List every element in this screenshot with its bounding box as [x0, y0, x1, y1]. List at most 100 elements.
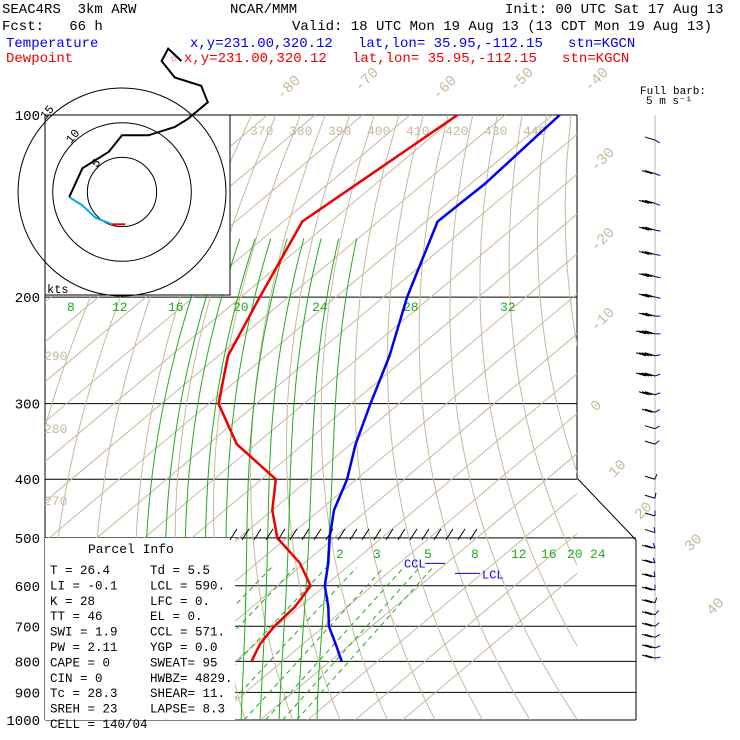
barb-flag [641, 170, 653, 175]
wind-barb [638, 312, 661, 317]
isotherm-line [45, 115, 458, 463]
isotherm-label: 10 [606, 457, 631, 482]
barb-flag [641, 330, 653, 335]
barb-flag [641, 644, 653, 649]
dry-adiabat [45, 115, 179, 429]
barb-flag [644, 273, 656, 278]
barb-staff [654, 276, 661, 279]
hatch-mark [325, 528, 334, 541]
isotherm-label: -80 [274, 72, 305, 103]
barb-flag [635, 330, 647, 335]
wind-barb [641, 170, 661, 176]
barb-flag [641, 226, 653, 231]
hatch-mark [421, 528, 430, 541]
theta-left-label: 290 [44, 349, 67, 364]
dry-adiabat [449, 115, 577, 720]
barb-staff [654, 296, 661, 299]
barb-flag [638, 250, 650, 255]
barb-flag [641, 599, 653, 604]
dry-adiabat [619, 115, 740, 720]
annotations: LCL CCL [229, 528, 504, 582]
barb-staff [653, 571, 656, 577]
barb-flag [644, 654, 656, 659]
barb-flag [644, 494, 656, 499]
wind-barb [638, 226, 661, 232]
isotherm-line [164, 373, 577, 720]
wind-barb [641, 408, 661, 413]
wind-barb [644, 440, 660, 445]
wind-barb [641, 644, 661, 649]
mixing-ratio-bottom-label: 24 [590, 547, 606, 562]
mixing-ratio-line [243, 567, 384, 720]
pressure-tick-900: 900 [15, 686, 40, 702]
barb-flag [641, 199, 653, 204]
barb-flag [635, 352, 647, 357]
barb-flag [644, 136, 656, 141]
barb-flag [644, 512, 656, 517]
barb-flag [644, 633, 656, 638]
temperature-legend: Temperature [6, 36, 99, 52]
hatch-mark [397, 528, 406, 541]
barb-staff [654, 202, 661, 206]
barb-flag [638, 293, 650, 298]
dry-adiabat [250, 115, 326, 720]
lcl-label: LCL [482, 568, 504, 582]
barb-flag [638, 391, 650, 396]
isotherm-line [354, 532, 577, 720]
wind-barb [635, 372, 661, 377]
wind-barb [644, 425, 661, 430]
hatch-mark [349, 528, 358, 541]
dry-adiabat [719, 115, 740, 720]
wind-barb [644, 510, 656, 517]
parcel-row-left: SWI = 1.9 [50, 626, 118, 640]
barb-flag [644, 611, 656, 616]
barb-label-2: 5 m s⁻¹ [646, 96, 692, 108]
barb-staff [654, 373, 661, 377]
barb-flag [641, 611, 653, 616]
isotherm-label: -30 [588, 144, 619, 175]
barb-staff [654, 656, 661, 659]
dewpoint-legend: Dewpoint [6, 51, 74, 67]
isotherm-label: 40 [704, 595, 729, 620]
barb-label-1: Full barb: [640, 86, 706, 98]
barb-flag [641, 633, 653, 638]
barb-staff [654, 253, 661, 256]
parcel-row-right: SHEAR= 11. [150, 687, 225, 701]
parcel-info-box: Parcel Info T = 26.4 Td = 5.5 LI = -0.1 LCL … [45, 538, 235, 732]
barb-flag [635, 372, 647, 377]
barb-flag [644, 199, 656, 204]
wind-barb [641, 633, 661, 638]
mixing-ratio-top-label: 16 [168, 300, 184, 315]
barb-staff [654, 440, 660, 445]
wind-barb [638, 391, 661, 396]
wind-barb [641, 610, 659, 616]
barb-flag [641, 544, 653, 549]
hatch-mark [385, 528, 394, 541]
hatch-mark [373, 528, 382, 541]
hatch-mark [229, 528, 238, 541]
barb-staff [654, 425, 661, 430]
isotherm-label: 30 [682, 531, 707, 556]
barb-staff [654, 634, 661, 638]
dry-adiabat [286, 115, 351, 720]
barb-flag [644, 226, 656, 231]
frame-right-lower [576, 477, 637, 720]
dry-adiabat [536, 115, 577, 474]
parcel-row-right: EL = 0. [150, 610, 203, 624]
barb-flag [644, 330, 656, 335]
hatch-mark [409, 528, 418, 541]
wind-barb [641, 654, 661, 659]
parcel-row-left: K = 28 [50, 595, 95, 609]
isotherm-line [45, 133, 577, 583]
isotherm-line [45, 115, 506, 503]
barb-flag [641, 352, 653, 357]
barb-flag [644, 372, 656, 377]
dry-adiabat [669, 115, 740, 720]
parcel-row-right: LAPSE= 8.3 [150, 703, 225, 717]
barb-flag [641, 559, 653, 564]
hatch-mark [241, 528, 250, 541]
mixing-ratio-top-label: 24 [312, 300, 328, 315]
barb-staff [652, 542, 656, 549]
barb-flag [638, 330, 650, 335]
